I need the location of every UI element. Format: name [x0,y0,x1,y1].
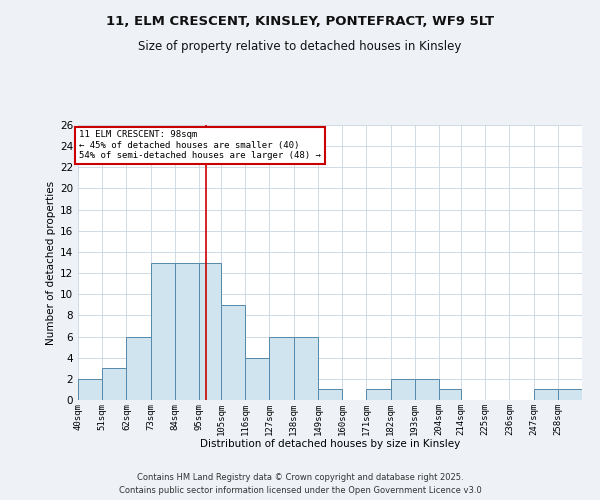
Text: Contains HM Land Registry data © Crown copyright and database right 2025.: Contains HM Land Registry data © Crown c… [137,474,463,482]
Bar [127,336,151,400]
Bar [78,379,102,400]
Text: 11 ELM CRESCENT: 98sqm
← 45% of detached houses are smaller (40)
54% of semi-det: 11 ELM CRESCENT: 98sqm ← 45% of detached… [79,130,321,160]
Bar [245,358,269,400]
Text: Contains public sector information licensed under the Open Government Licence v3: Contains public sector information licen… [119,486,481,495]
X-axis label: Distribution of detached houses by size in Kinsley: Distribution of detached houses by size … [200,439,460,449]
Bar [221,305,245,400]
Bar [439,390,461,400]
Text: Size of property relative to detached houses in Kinsley: Size of property relative to detached ho… [139,40,461,53]
Bar [293,336,318,400]
Bar [269,336,293,400]
Bar [558,390,582,400]
Text: 11, ELM CRESCENT, KINSLEY, PONTEFRACT, WF9 5LT: 11, ELM CRESCENT, KINSLEY, PONTEFRACT, W… [106,15,494,28]
Bar [318,390,342,400]
Bar [151,262,175,400]
Bar [533,390,558,400]
Bar [175,262,199,400]
Y-axis label: Number of detached properties: Number of detached properties [46,180,56,344]
Bar [391,379,415,400]
Bar [415,379,439,400]
Bar [199,262,221,400]
Bar [102,368,127,400]
Bar [367,390,391,400]
